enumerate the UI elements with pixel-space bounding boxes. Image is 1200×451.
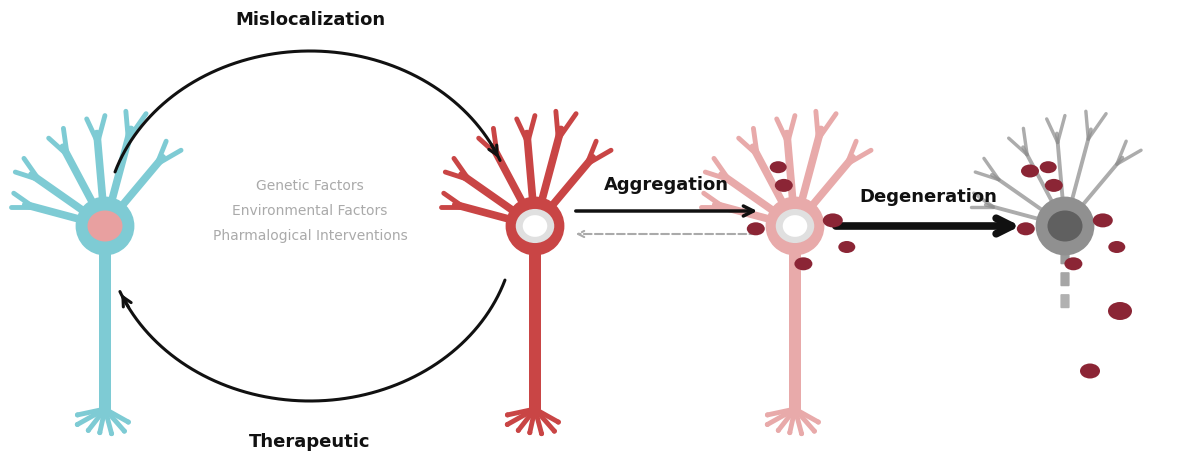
Ellipse shape — [1048, 211, 1082, 241]
Circle shape — [776, 428, 781, 433]
Ellipse shape — [1045, 179, 1063, 192]
Circle shape — [74, 422, 80, 427]
Circle shape — [816, 419, 821, 424]
Ellipse shape — [505, 197, 564, 255]
Ellipse shape — [1109, 241, 1126, 253]
Ellipse shape — [88, 211, 122, 241]
Text: Mislocalization: Mislocalization — [235, 11, 385, 29]
Ellipse shape — [782, 215, 808, 237]
Circle shape — [787, 430, 792, 435]
Circle shape — [86, 428, 91, 433]
Circle shape — [122, 428, 127, 433]
Circle shape — [505, 422, 510, 427]
Text: Degeneration: Degeneration — [859, 188, 997, 206]
Ellipse shape — [746, 222, 764, 235]
FancyBboxPatch shape — [529, 253, 541, 410]
Ellipse shape — [1080, 364, 1100, 378]
Circle shape — [556, 419, 560, 424]
Circle shape — [527, 430, 533, 435]
FancyBboxPatch shape — [1061, 294, 1069, 308]
Ellipse shape — [775, 179, 793, 192]
Text: Aggregation: Aggregation — [604, 176, 730, 194]
Circle shape — [126, 419, 131, 424]
Circle shape — [799, 431, 804, 436]
Circle shape — [539, 431, 544, 436]
FancyBboxPatch shape — [100, 253, 112, 410]
Ellipse shape — [516, 209, 554, 243]
Text: Therapeutic
Potential: Therapeutic Potential — [250, 433, 371, 451]
FancyBboxPatch shape — [1061, 272, 1069, 286]
Circle shape — [764, 412, 770, 418]
Circle shape — [552, 428, 557, 433]
FancyBboxPatch shape — [790, 253, 802, 410]
Ellipse shape — [1021, 165, 1039, 178]
Circle shape — [516, 428, 521, 433]
Ellipse shape — [523, 215, 547, 237]
Ellipse shape — [775, 209, 815, 243]
Ellipse shape — [1093, 213, 1112, 227]
Ellipse shape — [794, 258, 812, 270]
Ellipse shape — [1108, 302, 1132, 320]
Ellipse shape — [766, 197, 824, 255]
Text: Genetic Factors
Environmental Factors
Pharmalogical Interventions: Genetic Factors Environmental Factors Ph… — [212, 179, 407, 243]
Circle shape — [505, 412, 510, 418]
Ellipse shape — [823, 213, 842, 227]
Ellipse shape — [1016, 222, 1034, 235]
Ellipse shape — [1036, 197, 1094, 255]
Circle shape — [764, 422, 770, 427]
Ellipse shape — [1064, 258, 1082, 270]
Circle shape — [812, 428, 817, 433]
Circle shape — [97, 430, 102, 435]
Circle shape — [74, 412, 80, 418]
FancyBboxPatch shape — [1061, 250, 1069, 264]
Circle shape — [109, 431, 114, 436]
Ellipse shape — [769, 161, 787, 173]
Ellipse shape — [1039, 161, 1057, 173]
Ellipse shape — [76, 197, 134, 255]
Ellipse shape — [839, 241, 856, 253]
